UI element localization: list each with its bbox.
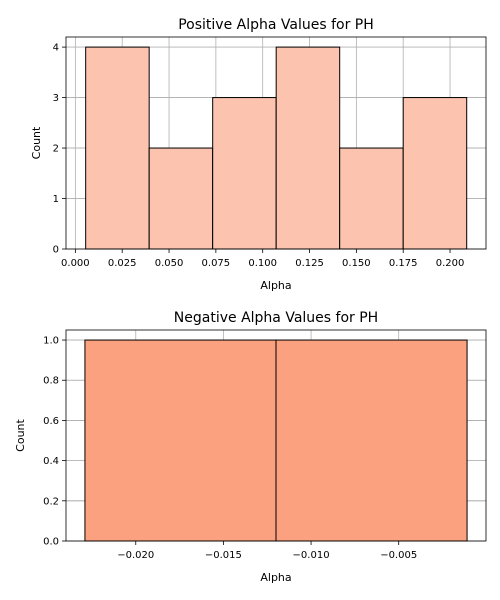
histogram-bar <box>275 339 468 542</box>
histogram-bar <box>402 97 468 250</box>
y-tick-label: 1 <box>53 194 59 205</box>
negative-alpha-histogram: Negative Alpha Values for PH Alpha Count… <box>14 310 487 584</box>
x-tick-label: 0.000 <box>61 258 90 269</box>
plot-frame <box>65 329 487 542</box>
x-axis-label: Alpha <box>260 571 291 584</box>
y-tick-label: 0.4 <box>43 456 59 467</box>
positive-alpha-histogram: Positive Alpha Values for PH Alpha Count… <box>30 17 487 292</box>
y-tick-label: 0.0 <box>43 537 59 548</box>
bars <box>84 339 468 542</box>
x-tick-label: −0.005 <box>380 550 417 561</box>
histogram-bar <box>84 339 277 542</box>
x-tick-label: 0.100 <box>248 258 277 269</box>
bars <box>85 46 468 250</box>
axes: −0.020 −0.015 −0.010 −0.005 0.0 0.2 0.4 0.6 0.8 1… <box>43 329 487 561</box>
x-tick-label: −0.020 <box>117 550 154 561</box>
axes: 0.000 0.025 0.050 0.075 0.100 0.125 0.150 0.175… <box>53 36 487 269</box>
histogram-bar <box>85 46 150 250</box>
chart-title: Positive Alpha Values for PH <box>178 17 374 33</box>
x-tick-label: 0.200 <box>436 258 465 269</box>
y-tick-label: 3 <box>53 93 59 104</box>
chart-title: Negative Alpha Values for PH <box>174 310 378 326</box>
x-tick-label: 0.175 <box>389 258 418 269</box>
y-tick-label: 4 <box>53 43 59 54</box>
x-axis-label: Alpha <box>260 279 291 292</box>
histogram-bar <box>148 147 214 250</box>
x-tick-label: 0.075 <box>202 258 231 269</box>
y-tick-label: 0.2 <box>43 496 59 507</box>
x-tick-label: −0.010 <box>293 550 330 561</box>
plot-frame <box>65 36 487 250</box>
y-tick-label: 0.6 <box>43 416 59 427</box>
y-tick-label: 0.8 <box>43 376 59 387</box>
x-tick-label: 0.125 <box>295 258 324 269</box>
y-tick-label: 0 <box>53 245 59 256</box>
y-tick-label: 2 <box>53 144 59 155</box>
histogram-bar <box>275 46 341 250</box>
y-axis-label: Count <box>30 126 43 159</box>
x-tick-label: 0.150 <box>342 258 371 269</box>
y-tick-label: 1.0 <box>43 336 59 347</box>
x-tick-label: −0.015 <box>205 550 242 561</box>
y-axis-label: Count <box>14 418 27 451</box>
histogram-bar <box>339 147 404 250</box>
x-tick-label: 0.050 <box>155 258 184 269</box>
x-tick-label: 0.025 <box>108 258 137 269</box>
histogram-bar <box>212 97 277 250</box>
